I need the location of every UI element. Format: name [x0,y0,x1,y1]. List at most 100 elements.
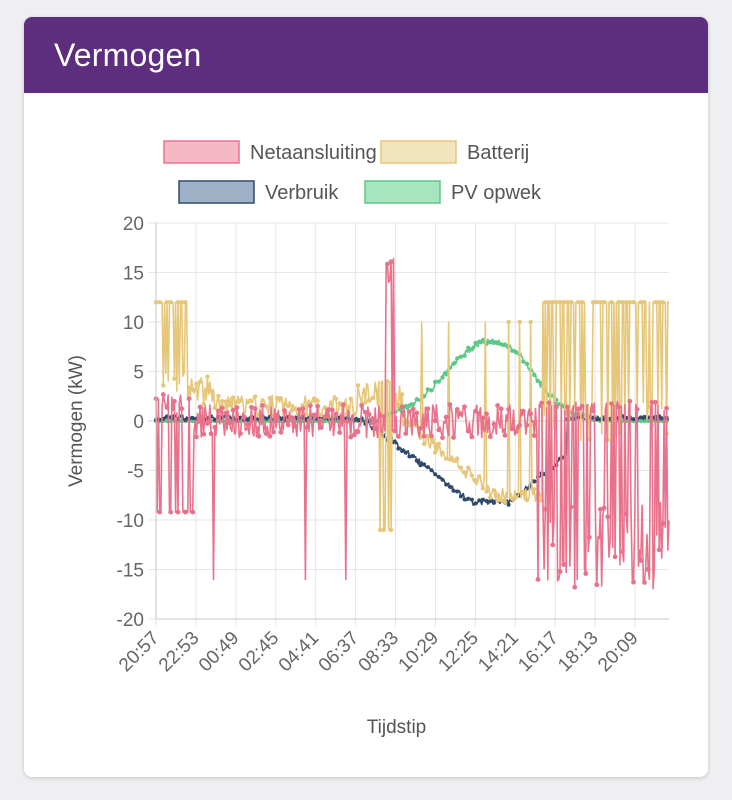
data-point [575,406,581,412]
data-point [271,429,276,435]
data-point [194,381,199,387]
data-point [542,506,548,512]
data-point [175,300,181,305]
data-point [322,414,328,420]
data-point [466,496,471,501]
data-point [638,300,644,305]
data-point [634,406,640,412]
data-point [183,417,188,422]
data-point [403,450,408,455]
data-point [513,495,519,500]
data-point [491,488,497,493]
data-point [319,412,324,418]
data-point [157,300,162,305]
data-point [458,354,464,359]
data-point [432,450,438,455]
x-tick-label: 18:13 [554,628,602,676]
data-point [451,435,456,440]
data-point [649,399,655,405]
data-point [491,500,496,505]
legend-swatch [178,180,255,204]
data-point [642,414,647,419]
data-point [521,359,526,364]
data-point [484,411,489,417]
y-tick-label: 5 [133,363,144,384]
data-point [443,456,449,461]
x-tick-label: 14:21 [474,628,522,676]
netaansluiting-line [155,257,670,590]
data-point [528,411,534,417]
data-point [488,339,493,345]
data-point [466,345,471,351]
data-point [168,300,173,305]
data-point [227,403,232,408]
data-point [263,404,269,409]
data-point [168,509,174,515]
data-point [370,416,376,421]
data-point [653,300,658,305]
data-point [411,454,416,459]
data-point [477,498,482,503]
data-point [245,421,251,427]
data-point [550,542,556,548]
data-point [447,457,453,462]
data-point [249,399,254,404]
data-point [436,474,441,479]
legend-item[interactable]: PV opwek [364,180,542,204]
data-point [557,300,563,305]
data-point [333,411,339,417]
data-point [447,484,452,489]
data-point [594,300,599,305]
data-point [609,300,614,305]
data-point [638,415,643,420]
data-point [454,356,460,361]
legend-label: PV opwek [451,182,542,204]
data-point [278,416,283,421]
data-point [234,405,240,411]
data-point [620,300,625,305]
data-point [197,379,203,384]
data-point [201,401,206,406]
data-point [425,465,430,470]
data-point [307,403,313,409]
data-point [164,405,170,410]
data-point [506,502,511,507]
x-tick-label: 16:17 [514,628,562,676]
legend-label: Batterij [467,142,529,164]
data-point [396,434,401,439]
legend-item[interactable]: Verbruik [178,180,339,204]
data-point [425,387,431,392]
data-point [664,405,669,411]
data-point [377,412,383,418]
data-point [462,470,467,475]
legend-item[interactable]: Netaansluiting [163,140,377,164]
data-point [175,509,181,515]
data-point [469,347,475,352]
data-point [454,406,460,412]
legend-item[interactable]: Batterij [380,140,529,164]
data-point [278,396,284,401]
data-point [451,361,456,367]
data-point [638,418,644,424]
data-point [205,374,210,379]
data-point [392,439,397,444]
data-point [660,521,666,526]
data-point [517,422,523,428]
data-point [601,300,607,305]
data-point [219,405,225,411]
data-point [612,554,618,560]
data-point [546,400,552,406]
power-chart[interactable]: 20151050-5-10-15-2020:5722:5300:4902:450… [24,93,708,777]
data-point [344,419,350,425]
data-point [362,409,368,415]
data-point [223,399,228,404]
card-title: Vermogen [54,36,202,73]
data-point [488,499,493,504]
data-point [433,472,438,477]
data-point [293,406,298,411]
data-point [234,399,240,405]
data-point [532,479,537,484]
chart-legend[interactable]: Netaansluiting Batterij Verbruik PV opwek [163,140,542,204]
data-point [212,417,217,422]
y-tick-label: 10 [123,313,144,334]
